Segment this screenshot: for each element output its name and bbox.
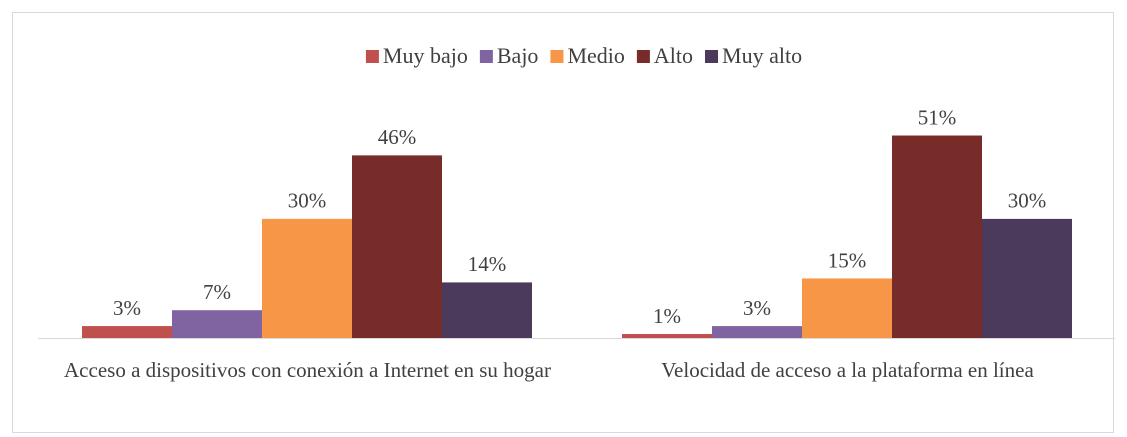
bar (802, 278, 892, 338)
legend-label: Bajo (497, 43, 539, 68)
data-label: 14% (468, 252, 507, 276)
legend-swatch (550, 50, 564, 63)
legend-swatch (365, 50, 379, 63)
category-label: Velocidad de acceso a la plataforma en l… (661, 358, 1034, 382)
legend-label: Muy alto (722, 43, 802, 68)
bar (82, 326, 172, 338)
bar (172, 310, 262, 338)
category-label: Acceso a dispositivos con conexión a Int… (64, 358, 551, 382)
bar (262, 218, 352, 338)
data-label: 3% (113, 296, 141, 320)
data-label: 51% (918, 105, 957, 129)
data-label: 30% (288, 189, 327, 213)
legend-swatch (479, 50, 493, 63)
data-label: 15% (828, 248, 867, 272)
bar (352, 155, 442, 338)
bar (982, 218, 1072, 338)
legend-label: Medio (567, 43, 624, 68)
data-label: 1% (653, 304, 681, 328)
bar (892, 135, 982, 338)
bar (622, 334, 712, 338)
legend-swatch (705, 50, 719, 63)
data-label: 7% (203, 280, 231, 304)
legend-label: Alto (654, 43, 693, 68)
legend-swatch (636, 50, 650, 63)
data-label: 3% (743, 296, 771, 320)
bar (442, 282, 532, 338)
data-label: 46% (378, 125, 417, 149)
legend-label: Muy bajo (383, 43, 468, 68)
bar (712, 326, 802, 338)
data-label: 30% (1008, 189, 1047, 213)
